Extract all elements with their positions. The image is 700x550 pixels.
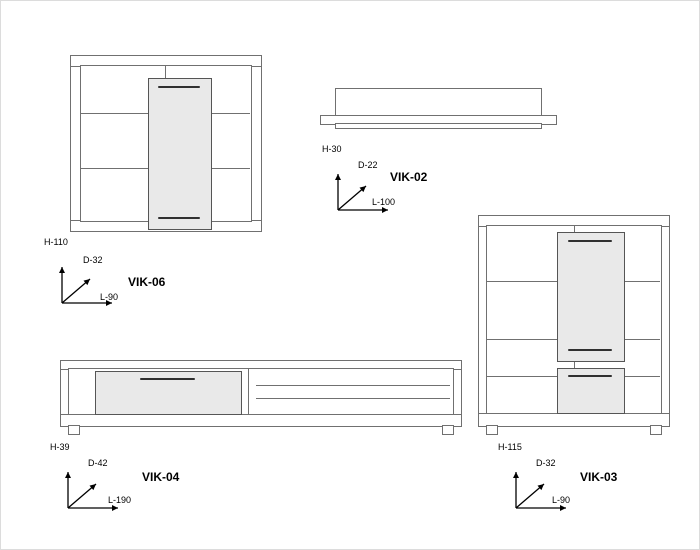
vik02-kick bbox=[335, 123, 542, 129]
vik04-label: VIK-04 bbox=[142, 470, 179, 484]
vik06-door bbox=[148, 78, 212, 230]
vik03-handle-door-bot bbox=[568, 349, 612, 351]
vik06-handle-bottom bbox=[158, 217, 200, 219]
vik04-dim-h: H-39 bbox=[50, 442, 70, 452]
vik04-foot-left bbox=[68, 425, 80, 435]
vik04-slot1 bbox=[256, 385, 450, 386]
diagram-canvas: VIK-06 VIK-02 VIK-03 VIK-04 H-110 D-32 L… bbox=[0, 0, 700, 550]
vik04-dim-d: D-42 bbox=[88, 458, 108, 468]
vik06-handle-top bbox=[158, 86, 200, 88]
vik04-slot2 bbox=[256, 398, 450, 399]
vik06-dim-l: L-90 bbox=[100, 292, 118, 302]
vik03-bottomcap bbox=[478, 413, 670, 427]
vik03-handle-door-top bbox=[568, 240, 612, 242]
vik04-bottomcap bbox=[60, 414, 462, 427]
vik04-dim-l: L-190 bbox=[108, 495, 131, 505]
vik06-label: VIK-06 bbox=[128, 275, 165, 289]
vik03-dim-l: L-90 bbox=[552, 495, 570, 505]
vik03-dim-h: H-115 bbox=[498, 442, 522, 452]
vik03-handle-drawer bbox=[568, 375, 612, 377]
vik02-label: VIK-02 bbox=[390, 170, 427, 184]
vik02-dim-d: D-22 bbox=[358, 160, 378, 170]
vik04-handle bbox=[140, 378, 195, 380]
vik02-dim-h: H-30 bbox=[322, 144, 342, 154]
vik03-foot-right bbox=[650, 425, 662, 435]
vik06-dim-h: H-110 bbox=[44, 237, 68, 247]
vik04-vdiv bbox=[248, 368, 249, 414]
vik02-dim-l: L-100 bbox=[372, 197, 395, 207]
vik04-foot-right bbox=[442, 425, 454, 435]
vik06-axes-icon bbox=[54, 265, 124, 315]
vik02-back bbox=[335, 88, 542, 118]
vik03-dim-d: D-32 bbox=[536, 458, 556, 468]
vik06-dim-d: D-32 bbox=[83, 255, 103, 265]
vik03-foot-left bbox=[486, 425, 498, 435]
vik03-door bbox=[557, 232, 625, 362]
vik03-label: VIK-03 bbox=[580, 470, 617, 484]
